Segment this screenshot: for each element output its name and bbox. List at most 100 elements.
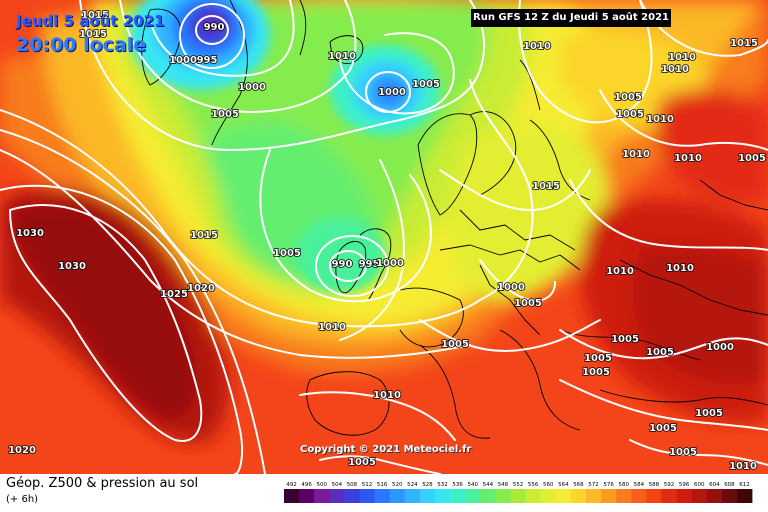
scale-label: 524 — [407, 482, 418, 488]
scale-label: 576 — [603, 482, 614, 488]
scale-swatch — [329, 489, 345, 503]
scale-label: 496 — [301, 482, 312, 488]
scale-swatch — [465, 489, 481, 503]
geopotential-field — [0, 0, 768, 474]
pressure-label: 1000 — [706, 342, 734, 353]
pressure-label: 990 — [204, 22, 225, 33]
pressure-label: 1000 — [378, 87, 406, 98]
pressure-label: 1005 — [514, 298, 542, 309]
pressure-label: 1005 — [695, 408, 723, 419]
pressure-label: 1005 — [614, 92, 642, 103]
pressure-label: 1030 — [58, 261, 86, 272]
scale-label: 492 — [286, 482, 297, 488]
pressure-label: 1005 — [441, 339, 469, 350]
pressure-label: 1005 — [649, 423, 677, 434]
pressure-label: 1015 — [190, 230, 218, 241]
pressure-label: 1010 — [328, 51, 356, 62]
scale-swatch — [510, 489, 526, 503]
scale-swatch — [404, 489, 421, 503]
pressure-label: 1010 — [373, 390, 401, 401]
scale-label: 536 — [452, 482, 463, 488]
scale-label: 516 — [377, 482, 388, 488]
pressure-label: 1005 — [582, 367, 610, 378]
scale-label: 612 — [739, 482, 750, 488]
scale-swatch — [435, 489, 451, 503]
scale-label: 508 — [347, 482, 358, 488]
legend-title: Géop. Z500 & pression au sol — [6, 476, 199, 491]
pressure-label: 1010 — [523, 41, 551, 52]
scale-label: 584 — [634, 482, 645, 488]
scale-label: 520 — [392, 482, 403, 488]
scale-label: 552 — [513, 482, 524, 488]
legend-bar: Géop. Z500 & pression au sol (+ 6h) 492 4… — [0, 474, 768, 512]
isobars — [0, 0, 768, 474]
scale-swatch — [661, 489, 677, 503]
scale-label: 564 — [558, 482, 569, 488]
scale-label: 568 — [573, 482, 584, 488]
scale-label: 596 — [679, 482, 690, 488]
scale-swatch — [419, 489, 436, 503]
pressure-label: 1025 — [160, 289, 188, 300]
scale-swatch — [646, 489, 662, 503]
pressure-label: 1015 — [81, 10, 109, 21]
scale-swatch — [737, 489, 753, 503]
scale-label: 512 — [362, 482, 373, 488]
pressure-label: 995 — [359, 259, 380, 270]
scale-label: 600 — [694, 482, 705, 488]
pressure-label: 1015 — [730, 38, 758, 49]
scale-label: 580 — [619, 482, 630, 488]
scale-swatch — [555, 489, 572, 503]
scale-swatch — [721, 489, 738, 503]
scale-swatch — [676, 489, 692, 503]
scale-swatch — [480, 489, 496, 503]
scale-swatch — [344, 489, 360, 503]
scale-swatch — [359, 489, 375, 503]
model-run-info: Run GFS 12 Z du Jeudi 5 août 2021 — [471, 9, 671, 27]
pressure-label: 1005 — [211, 109, 239, 120]
scale-swatch — [586, 489, 602, 503]
scale-swatch — [314, 489, 330, 503]
scale-label: 608 — [724, 482, 735, 488]
scale-label: 528 — [422, 482, 433, 488]
scale-label: 532 — [437, 482, 448, 488]
pressure-label: 1000 — [238, 82, 266, 93]
scale-label: 504 — [332, 482, 343, 488]
scale-label: 592 — [664, 482, 675, 488]
scale-label: 560 — [543, 482, 554, 488]
pressure-label: 1020 — [8, 445, 36, 456]
pressure-label: 1005 — [348, 457, 376, 468]
pressure-label: 1010 — [318, 322, 346, 333]
pressure-label: 1010 — [666, 263, 694, 274]
pressure-label: 1005 — [611, 334, 639, 345]
scale-label: 604 — [709, 482, 720, 488]
scale-swatch — [601, 489, 617, 503]
pressure-label: 1015 — [79, 29, 107, 40]
legend-subtitle: (+ 6h) — [6, 494, 39, 505]
scale-label: 556 — [528, 482, 539, 488]
pressure-label: 1005 — [273, 248, 301, 259]
scale-label: 544 — [483, 482, 494, 488]
pressure-label: 1010 — [622, 149, 650, 160]
pressure-label: 1020 — [187, 283, 215, 294]
color-scale: 492 496 500 504 508 512 516 520 524 528 532 536 540 5… — [284, 482, 753, 503]
scale-swatch — [389, 489, 406, 503]
pressure-label: 1005 — [738, 153, 766, 164]
pressure-label: 1005 — [616, 109, 644, 120]
pressure-label: 1005 — [669, 447, 697, 458]
pressure-label: 1010 — [674, 153, 702, 164]
scale-swatch — [299, 489, 315, 503]
scale-label: 540 — [468, 482, 479, 488]
pressure-label: 1000 — [169, 55, 197, 66]
copyright-notice: Copyright © 2021 Meteociel.fr — [300, 444, 472, 455]
pressure-label: 1005 — [584, 353, 612, 364]
pressure-label: 1010 — [606, 266, 634, 277]
pressure-label: 1010 — [646, 114, 674, 125]
pressure-label: 1005 — [412, 79, 440, 90]
pressure-label: 990 — [332, 259, 353, 270]
scale-swatch — [525, 489, 541, 503]
pressure-label: 1000 — [497, 282, 525, 293]
scale-swatch — [631, 489, 647, 503]
